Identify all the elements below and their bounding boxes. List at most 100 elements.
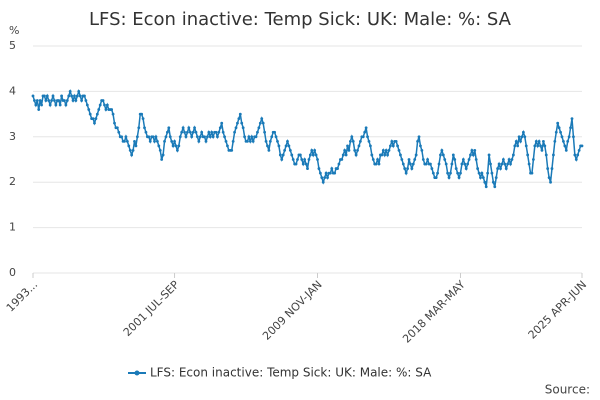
point <box>403 167 407 170</box>
point <box>483 180 487 184</box>
point <box>347 149 351 152</box>
point <box>233 130 236 134</box>
point <box>173 139 176 143</box>
point <box>533 144 537 148</box>
point <box>68 90 72 93</box>
point <box>254 135 258 139</box>
point <box>348 139 352 143</box>
point <box>357 144 361 148</box>
point <box>383 153 387 157</box>
x-tick-label: 2018 MAR-MAY <box>400 278 468 346</box>
point <box>421 158 425 161</box>
point <box>234 126 238 130</box>
point <box>389 144 392 148</box>
point <box>111 112 115 116</box>
point <box>226 144 229 148</box>
point <box>431 171 435 175</box>
point <box>577 149 581 152</box>
point <box>374 162 378 166</box>
point <box>284 144 288 148</box>
point <box>554 130 558 134</box>
point <box>95 112 99 116</box>
point <box>303 158 307 161</box>
point <box>240 121 244 125</box>
point <box>367 139 371 143</box>
point <box>204 139 208 143</box>
point <box>337 162 341 166</box>
point <box>37 108 41 111</box>
point <box>310 149 314 152</box>
point <box>333 171 337 175</box>
point <box>160 158 164 161</box>
point <box>320 176 324 180</box>
point <box>110 108 114 111</box>
y-tick-label: 4 <box>9 84 16 97</box>
point <box>414 153 418 157</box>
point <box>48 103 52 107</box>
point <box>251 139 255 143</box>
point <box>115 126 119 130</box>
point <box>140 112 144 116</box>
point <box>125 139 129 143</box>
point <box>426 158 429 161</box>
point <box>459 171 462 175</box>
point <box>286 139 289 143</box>
point <box>341 153 345 157</box>
point <box>361 135 365 139</box>
point <box>443 158 447 161</box>
point <box>151 135 155 139</box>
point <box>580 144 584 148</box>
point <box>436 171 440 175</box>
point <box>506 162 510 166</box>
point <box>487 153 491 157</box>
point <box>356 149 359 152</box>
point <box>113 121 116 125</box>
point <box>44 99 48 102</box>
point <box>491 180 495 184</box>
point <box>220 121 224 125</box>
y-tick-label: 2 <box>9 175 16 188</box>
line <box>32 88 582 187</box>
point <box>394 139 398 143</box>
point <box>369 144 372 148</box>
y-tick-label: 1 <box>9 221 16 234</box>
point <box>467 158 471 161</box>
point <box>256 130 259 134</box>
point <box>536 144 540 148</box>
point <box>540 149 544 152</box>
point <box>104 108 108 111</box>
point <box>184 135 188 139</box>
point <box>563 144 567 148</box>
point <box>493 185 497 189</box>
point <box>141 117 145 121</box>
point <box>380 153 384 157</box>
point <box>155 139 159 143</box>
point <box>84 99 88 102</box>
point <box>45 94 49 98</box>
point <box>210 130 214 134</box>
point <box>453 158 457 161</box>
point <box>247 135 251 139</box>
x-tick-label: 2025 APR-JUN <box>526 278 590 342</box>
point <box>479 176 482 180</box>
point <box>83 94 86 98</box>
point <box>120 135 124 139</box>
point <box>351 139 355 143</box>
point <box>499 167 502 170</box>
point <box>509 162 512 166</box>
point <box>174 144 178 148</box>
point <box>404 171 408 175</box>
point <box>47 99 51 102</box>
point <box>260 117 264 121</box>
point <box>399 153 402 157</box>
point <box>328 171 332 175</box>
point <box>556 121 560 125</box>
point <box>276 139 279 143</box>
point <box>288 149 292 152</box>
point <box>200 130 204 134</box>
point <box>437 162 441 166</box>
point <box>35 99 39 102</box>
point <box>397 149 401 152</box>
point <box>516 144 520 148</box>
